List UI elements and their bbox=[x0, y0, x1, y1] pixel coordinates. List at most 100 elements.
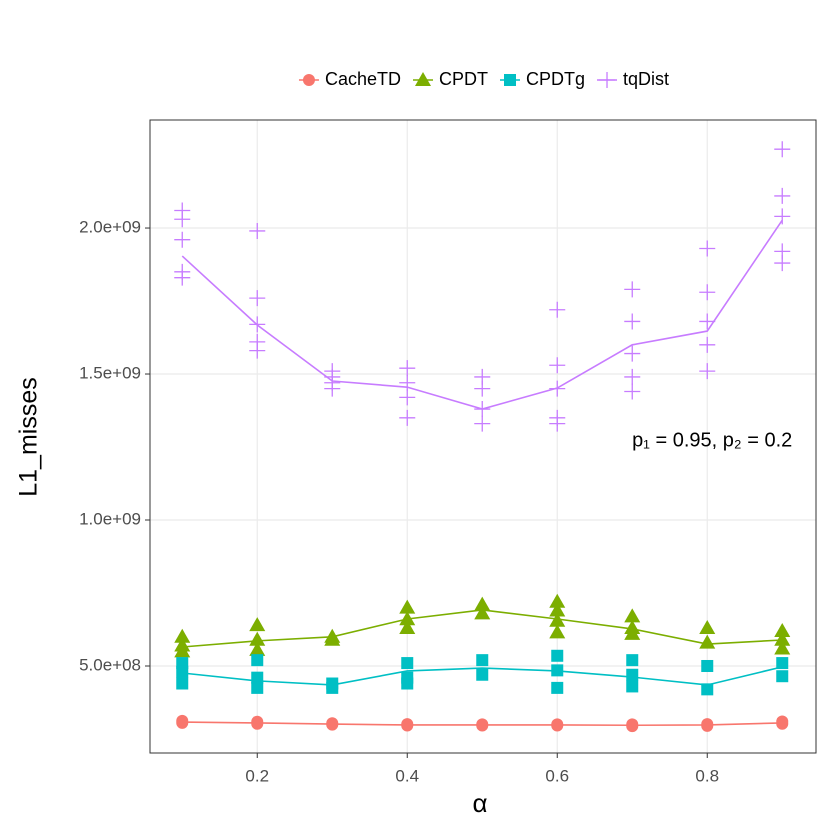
point bbox=[774, 622, 791, 637]
series-line bbox=[182, 721, 783, 727]
point bbox=[176, 665, 189, 678]
point bbox=[626, 668, 639, 681]
point bbox=[776, 670, 789, 683]
annotation: p₁ = 0.95, p₂ = 0.2 bbox=[632, 429, 792, 451]
point bbox=[549, 593, 566, 608]
point bbox=[624, 383, 641, 400]
point bbox=[701, 719, 714, 732]
point bbox=[701, 683, 714, 696]
legend-marker bbox=[415, 72, 431, 86]
legend-item: CPDT bbox=[413, 69, 488, 89]
point bbox=[174, 269, 191, 286]
legend-label: CacheTD bbox=[325, 69, 401, 89]
legend-marker bbox=[504, 74, 516, 86]
point bbox=[399, 620, 416, 635]
series-line bbox=[182, 666, 783, 686]
point bbox=[249, 342, 266, 359]
point bbox=[474, 596, 491, 611]
point bbox=[551, 649, 564, 662]
point bbox=[774, 640, 791, 655]
point bbox=[774, 141, 791, 158]
point bbox=[776, 717, 789, 730]
legend-item: tqDist bbox=[597, 69, 669, 89]
point bbox=[699, 284, 716, 301]
x-tick-label: 0.2 bbox=[245, 766, 269, 785]
point bbox=[174, 643, 191, 658]
point bbox=[699, 620, 716, 635]
point bbox=[174, 211, 191, 228]
point bbox=[776, 657, 789, 670]
point bbox=[399, 389, 416, 406]
y-tick-label: 1.0e+09 bbox=[79, 509, 141, 528]
point bbox=[251, 681, 264, 694]
point bbox=[174, 628, 191, 643]
y-tick-label: 1.5e+09 bbox=[79, 364, 141, 383]
legend-item: CacheTD bbox=[298, 69, 401, 89]
point bbox=[549, 624, 566, 639]
x-tick-label: 0.4 bbox=[395, 766, 419, 785]
point bbox=[699, 336, 716, 353]
point bbox=[626, 680, 639, 693]
point bbox=[249, 222, 266, 239]
y-tick-label: 5.0e+08 bbox=[79, 655, 141, 674]
legend-label: tqDist bbox=[623, 69, 669, 89]
point bbox=[399, 409, 416, 426]
point bbox=[399, 360, 416, 377]
x-axis-title: α bbox=[472, 788, 487, 818]
point bbox=[624, 313, 641, 330]
point bbox=[249, 631, 266, 646]
legend-item: CPDTg bbox=[500, 69, 585, 89]
point bbox=[399, 374, 416, 391]
point bbox=[774, 255, 791, 272]
plot-border bbox=[149, 119, 817, 754]
point bbox=[401, 657, 414, 670]
point bbox=[699, 363, 716, 380]
y-axis-title: L1_misses bbox=[15, 377, 43, 497]
point bbox=[174, 231, 191, 248]
point bbox=[624, 281, 641, 298]
point bbox=[624, 345, 641, 362]
point bbox=[176, 677, 189, 690]
point bbox=[324, 380, 341, 397]
point bbox=[624, 368, 641, 385]
point bbox=[701, 659, 714, 672]
point bbox=[624, 625, 641, 640]
point bbox=[774, 208, 791, 225]
point bbox=[251, 654, 264, 667]
legend-label: CPDTg bbox=[526, 69, 585, 89]
point bbox=[549, 602, 566, 617]
point bbox=[774, 631, 791, 646]
point bbox=[249, 617, 266, 632]
legend-marker bbox=[302, 74, 315, 86]
series-line bbox=[182, 609, 783, 648]
point bbox=[474, 415, 491, 432]
point bbox=[699, 313, 716, 330]
point bbox=[699, 240, 716, 257]
series-line bbox=[181, 219, 783, 410]
point bbox=[549, 301, 566, 318]
point bbox=[474, 605, 491, 620]
point bbox=[324, 631, 341, 646]
point bbox=[624, 608, 641, 623]
x-tick-label: 0.8 bbox=[695, 766, 719, 785]
point bbox=[699, 634, 716, 649]
point bbox=[549, 415, 566, 432]
point bbox=[626, 720, 639, 733]
point bbox=[251, 717, 264, 730]
point bbox=[474, 380, 491, 397]
x-tick-label: 0.6 bbox=[545, 766, 569, 785]
point bbox=[401, 677, 414, 690]
point bbox=[249, 641, 266, 656]
point bbox=[774, 187, 791, 204]
point bbox=[399, 599, 416, 614]
point bbox=[176, 716, 189, 729]
point bbox=[476, 668, 489, 681]
legend-label: CPDT bbox=[439, 69, 488, 89]
point bbox=[476, 654, 489, 667]
legend-marker bbox=[599, 72, 616, 88]
point bbox=[249, 290, 266, 307]
point bbox=[551, 681, 564, 694]
point bbox=[626, 654, 639, 667]
y-tick-label: 2.0e+09 bbox=[79, 218, 141, 237]
